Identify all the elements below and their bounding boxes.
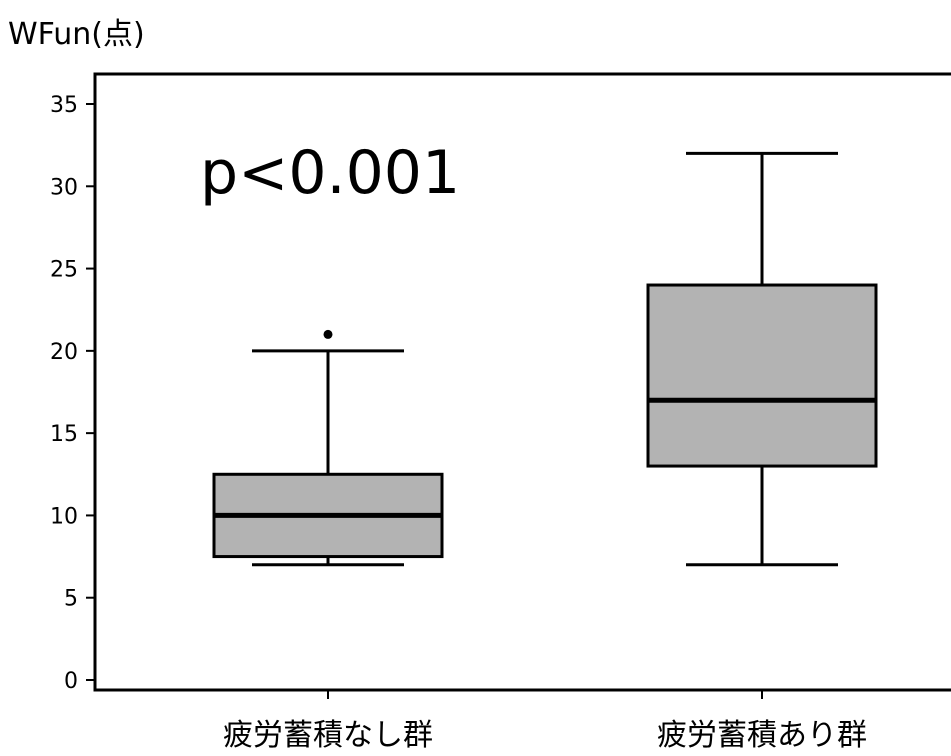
box-group xyxy=(646,151,878,567)
y-tick-label: 10 xyxy=(50,504,78,529)
outlier-point xyxy=(323,329,333,339)
y-tick-label: 35 xyxy=(50,93,78,118)
iqr-box xyxy=(646,283,878,468)
x-axis: 疲労蓄積なし群 疲労蓄積あり群 xyxy=(223,690,867,753)
x-category-label: 疲労蓄積なし群 xyxy=(223,718,433,753)
box-group xyxy=(212,329,444,567)
y-axis-label: WFun(点) xyxy=(8,17,145,52)
y-tick-label: 5 xyxy=(64,587,78,612)
y-tick-label: 25 xyxy=(50,258,78,283)
x-category-label: 疲労蓄積あり群 xyxy=(657,718,867,753)
y-tick-label: 0 xyxy=(64,669,78,694)
p-value-annotation: p<0.001 xyxy=(200,138,460,208)
y-axis: 0 5 10 15 20 25 30 35 xyxy=(50,93,95,694)
y-tick-label: 15 xyxy=(50,422,78,447)
y-tick-label: 30 xyxy=(50,175,78,200)
boxes xyxy=(212,151,878,567)
plot-panel xyxy=(93,72,951,692)
y-tick-label: 20 xyxy=(50,340,78,365)
